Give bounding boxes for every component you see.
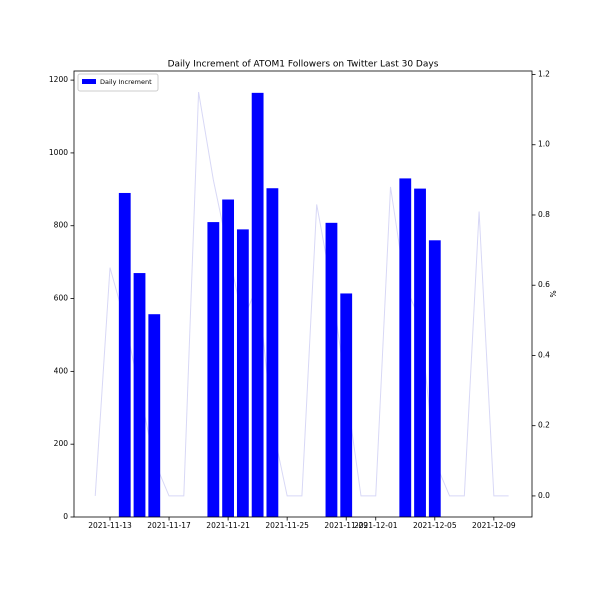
bar — [428, 240, 441, 517]
bar — [236, 229, 249, 518]
bar — [340, 293, 353, 517]
y2-tick-label: 0.0 — [538, 491, 550, 500]
legend-swatch — [82, 79, 96, 84]
chart-title: Daily Increment of ATOM1 Followers on Tw… — [168, 60, 439, 70]
y-tick-label: 200 — [54, 439, 69, 448]
y-tick-label: 600 — [54, 294, 69, 303]
y-tick-label: 1200 — [49, 75, 68, 84]
y-tick-label: 1000 — [49, 148, 68, 157]
y2-tick-label: 0.6 — [538, 280, 550, 289]
x-tick-label: 2021-11-13 — [88, 521, 132, 530]
x-tick-label: 2021-12-05 — [413, 521, 457, 530]
bar — [222, 199, 235, 517]
bar — [325, 222, 338, 518]
y-tick-label: 0 — [63, 512, 68, 521]
bar — [266, 188, 279, 517]
bar — [148, 314, 161, 517]
y2-axis-label: % — [548, 290, 557, 297]
y2-tick-label: 0.2 — [538, 421, 550, 430]
y-tick-label: 400 — [54, 366, 69, 375]
x-tick-label: 2021-12-01 — [354, 521, 398, 530]
plot-frame — [73, 70, 533, 518]
bar — [118, 192, 131, 517]
x-tick-label: 2021-11-25 — [265, 521, 309, 530]
legend-label: Daily Increment — [100, 78, 152, 86]
bar — [399, 178, 412, 517]
x-tick-label: 2021-12-09 — [472, 521, 516, 530]
y-tick-label: 800 — [54, 221, 69, 230]
legend-box — [77, 73, 159, 92]
x-tick-label: 2021-11-17 — [147, 521, 191, 530]
y2-tick-label: 1.2 — [538, 70, 550, 79]
y2-tick-label: 0.8 — [538, 210, 550, 219]
bar — [207, 222, 220, 517]
y2-tick-label: 0.4 — [538, 350, 550, 359]
bar — [414, 188, 426, 517]
x-tick-label: 2021-11-29 — [324, 521, 368, 530]
bar — [251, 92, 264, 517]
bar — [133, 273, 146, 517]
y2-tick-label: 1.0 — [538, 140, 550, 149]
x-tick-label: 2021-11-21 — [206, 521, 250, 530]
